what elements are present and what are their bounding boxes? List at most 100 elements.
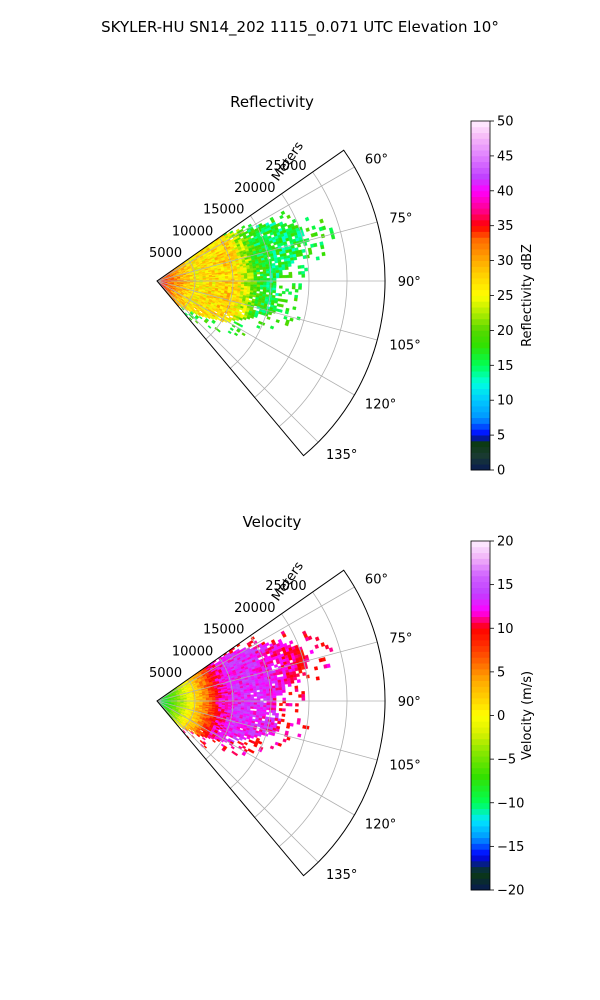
echo-cell bbox=[298, 694, 302, 698]
azimuth-tick-label: 120° bbox=[365, 397, 396, 412]
echo-cell bbox=[244, 702, 248, 705]
echo-cell bbox=[278, 687, 283, 691]
echo-cell bbox=[280, 256, 285, 260]
echo-cell bbox=[260, 702, 264, 706]
echo-cell bbox=[250, 282, 255, 285]
colorbar-band bbox=[471, 709, 490, 716]
echo-cell bbox=[237, 702, 242, 705]
azimuth-tick-label: 60° bbox=[365, 573, 388, 588]
colorbar-band bbox=[471, 715, 490, 722]
colorbar-band bbox=[471, 628, 490, 635]
echo-cell bbox=[250, 272, 254, 275]
echo-cell bbox=[224, 277, 229, 280]
echo-cell bbox=[259, 704, 264, 708]
echo-cell bbox=[300, 264, 305, 269]
echo-cell bbox=[224, 276, 229, 279]
colorbar-band bbox=[471, 446, 490, 453]
echo-cell bbox=[247, 692, 251, 696]
echo-cell bbox=[224, 697, 229, 700]
echo-cell bbox=[256, 276, 261, 279]
echo-cell bbox=[304, 267, 308, 272]
echo-cell bbox=[293, 297, 298, 302]
echo-cell bbox=[269, 745, 275, 750]
echo-cell bbox=[282, 738, 287, 743]
colorbar-band bbox=[471, 324, 490, 331]
colorbar-band bbox=[471, 680, 490, 687]
colorbar-band bbox=[471, 219, 490, 227]
echo-cell bbox=[247, 282, 251, 285]
echo-cell bbox=[250, 702, 255, 705]
colorbar-band bbox=[471, 214, 490, 221]
echo-cell bbox=[237, 278, 242, 281]
colorbar-band bbox=[471, 435, 490, 442]
echo-cell bbox=[242, 736, 247, 741]
colorbar-band bbox=[471, 121, 490, 128]
colorbar-band bbox=[471, 622, 490, 629]
echo-cell bbox=[256, 687, 260, 691]
colorbar-band bbox=[471, 686, 490, 693]
colorbar-band bbox=[471, 376, 490, 384]
colorbar-band bbox=[471, 884, 490, 891]
echo-cell bbox=[266, 278, 271, 281]
colorbar-band bbox=[471, 814, 490, 821]
echo-cell bbox=[297, 265, 302, 269]
range-tick-label: 15000 bbox=[203, 203, 244, 218]
echo-cell bbox=[275, 319, 280, 324]
echo-cell bbox=[265, 289, 270, 293]
echo-cell bbox=[266, 695, 270, 699]
echo-cell bbox=[263, 278, 267, 281]
echo-cell bbox=[313, 242, 318, 248]
echo-cell bbox=[250, 284, 254, 287]
colorbar-band bbox=[471, 779, 490, 786]
colorbar-band bbox=[471, 639, 490, 647]
echo-cell bbox=[259, 706, 264, 710]
echo-cell bbox=[244, 278, 248, 281]
echo-cell bbox=[212, 739, 216, 743]
echo-cell bbox=[311, 225, 316, 230]
echo-cell bbox=[262, 691, 267, 695]
range-ring bbox=[278, 171, 348, 427]
colorbar-band bbox=[471, 756, 490, 763]
echo-cell bbox=[272, 275, 277, 279]
echo-cell bbox=[301, 248, 306, 253]
colorbar-band bbox=[471, 237, 490, 244]
colorbar-band bbox=[471, 773, 490, 780]
echo-cell bbox=[283, 315, 288, 320]
echo-cell bbox=[250, 276, 255, 279]
echo-cell bbox=[279, 285, 283, 289]
echo-cell bbox=[234, 697, 239, 700]
colorbar-band bbox=[471, 283, 490, 291]
colorbar-band bbox=[471, 278, 490, 285]
echo-cell bbox=[289, 317, 294, 322]
echo-cell bbox=[274, 717, 279, 722]
echo-cell bbox=[253, 276, 258, 279]
echo-cell bbox=[229, 327, 234, 332]
colorbar-tick-label: 0 bbox=[497, 464, 505, 479]
echo-cell bbox=[263, 704, 267, 708]
echo-cell bbox=[281, 713, 286, 717]
echo-cell bbox=[330, 234, 336, 240]
colorbar-band bbox=[471, 254, 490, 261]
echo-cell bbox=[275, 687, 280, 691]
colorbar-band bbox=[471, 144, 490, 151]
echo-cell bbox=[247, 698, 251, 701]
echo-cell bbox=[240, 278, 245, 281]
colorbar-label: Reflectivity dBZ bbox=[520, 244, 535, 347]
echo-cell bbox=[286, 736, 291, 741]
echo-cell bbox=[298, 271, 302, 275]
colorbar-tick-label: 40 bbox=[497, 184, 514, 199]
range-tick-label: 20000 bbox=[234, 601, 275, 616]
echo-cell bbox=[212, 698, 216, 700]
echo-cell bbox=[298, 252, 303, 257]
echo-cell bbox=[298, 669, 303, 674]
echo-cell bbox=[272, 285, 277, 289]
colorbar-band bbox=[471, 820, 490, 827]
colorbar-tick-label: −5 bbox=[497, 753, 516, 768]
echo-cell bbox=[263, 284, 267, 288]
colorbar-band bbox=[471, 365, 490, 372]
echo-cell bbox=[324, 644, 330, 650]
echo-cell bbox=[279, 214, 284, 220]
echo-field bbox=[157, 210, 336, 337]
echo-cell bbox=[253, 274, 258, 277]
echo-cell bbox=[277, 720, 282, 725]
